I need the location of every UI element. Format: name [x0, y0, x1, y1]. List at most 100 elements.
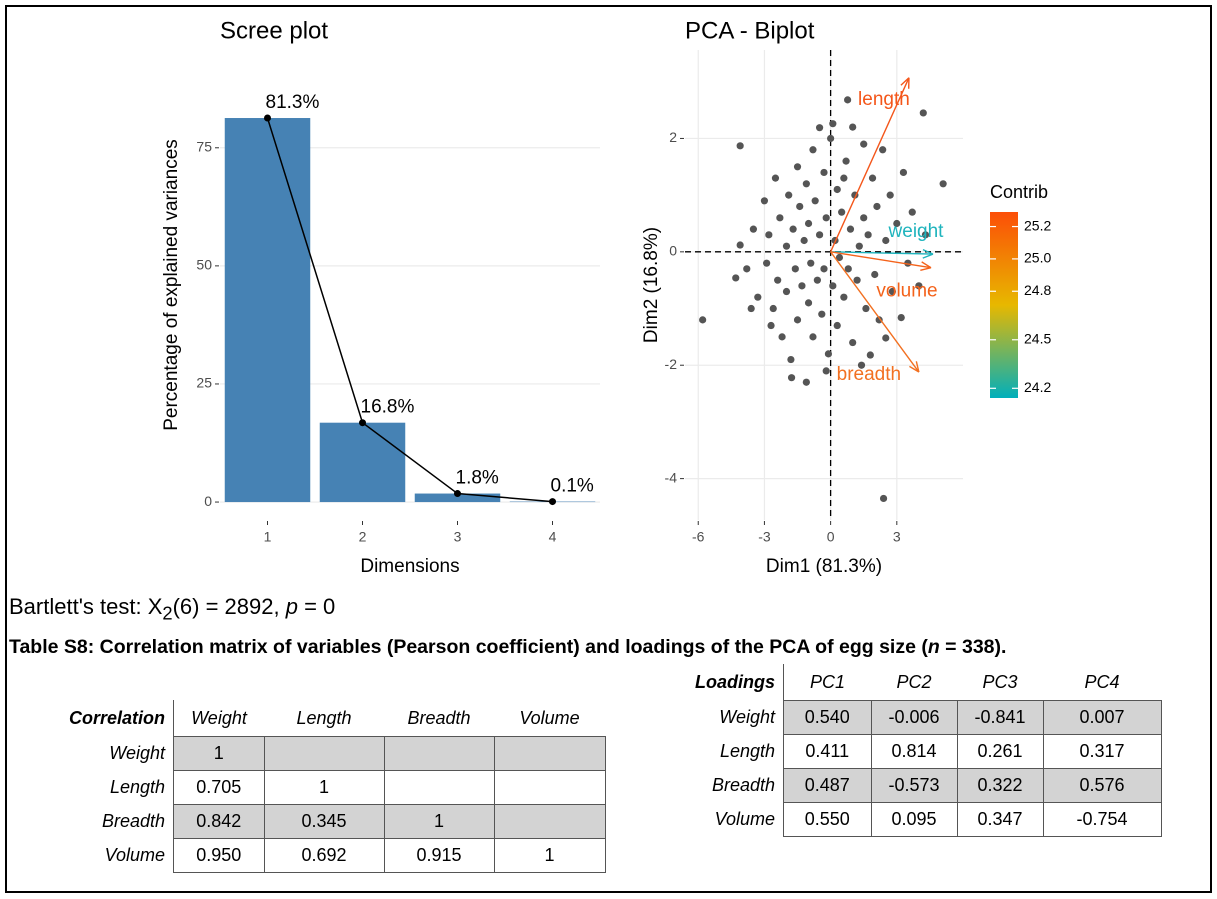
- table-row: Length 0.705 1: [30, 770, 606, 805]
- point: [809, 146, 817, 154]
- table-cell: 0.322: [956, 768, 1044, 803]
- table-cell: 1: [263, 770, 385, 805]
- point: [829, 120, 837, 128]
- table-cell: 1: [173, 736, 265, 771]
- arrow-head: [920, 267, 932, 272]
- column-header: PC2: [896, 671, 932, 692]
- table-cell: 0.550: [783, 802, 872, 837]
- value-label: 16.8%: [361, 397, 415, 418]
- table-cell: 0.345: [263, 804, 385, 839]
- point: [789, 225, 797, 233]
- row-label: Volume: [714, 809, 775, 829]
- y-tick-label: -2: [665, 356, 678, 372]
- point: [796, 202, 804, 211]
- table-cell: 0.317: [1042, 734, 1162, 769]
- point: [793, 316, 802, 324]
- point: [853, 276, 861, 284]
- text: = 0: [297, 594, 336, 619]
- table-row: Breadth 0.487 -0.573 0.322 0.576: [638, 768, 1162, 803]
- x-tick-label: -6: [692, 529, 705, 545]
- column-header: PC3: [982, 671, 1018, 692]
- point: [879, 494, 888, 503]
- point: [886, 191, 894, 199]
- point: [815, 231, 824, 239]
- point: [849, 338, 857, 347]
- point: [754, 293, 762, 301]
- point: [807, 259, 815, 267]
- legend-tick-label: 24.2: [1024, 379, 1051, 395]
- column-header: Weight: [191, 707, 247, 728]
- point: [699, 316, 707, 324]
- table-cell: 0.347: [956, 802, 1044, 837]
- y-tick-label: 25: [196, 375, 212, 391]
- y-axis-title: Dim2 (16.8%): [641, 227, 662, 343]
- column-header: Volume: [519, 707, 580, 728]
- point: [939, 180, 947, 188]
- point: [776, 214, 784, 222]
- variable-label: length: [858, 89, 910, 110]
- point: [822, 367, 830, 375]
- header-row: Correlation Weight Length Breadth Volume: [30, 700, 605, 737]
- table-cell: -0.573: [870, 768, 958, 803]
- scree-line: [266, 117, 553, 503]
- row-label: Breadth: [711, 775, 775, 795]
- column-header: Length: [296, 707, 352, 728]
- y-axis-title: Percentage of explained variances: [161, 139, 182, 431]
- y-tick-label: 2: [669, 129, 677, 145]
- point: [833, 321, 841, 330]
- loading-arrow: [829, 77, 910, 253]
- point: [787, 374, 796, 382]
- table-cell: [493, 736, 606, 771]
- point: [791, 265, 799, 273]
- table-cell: [493, 804, 606, 839]
- y-tick-label: 75: [196, 138, 212, 154]
- corner-header: Correlation: [30, 700, 174, 737]
- point: [827, 134, 835, 143]
- scree-point: [549, 498, 556, 506]
- point: [897, 313, 905, 322]
- table-cell: [383, 770, 495, 805]
- text: = 338).: [939, 636, 1007, 658]
- column-header: Breadth: [407, 707, 471, 728]
- point: [778, 333, 786, 341]
- scree-point: [264, 114, 271, 122]
- table-cell: [263, 736, 385, 771]
- point: [785, 191, 793, 199]
- point: [760, 197, 769, 205]
- point: [882, 236, 890, 245]
- point: [787, 355, 795, 364]
- text: Bartlett's test: X: [9, 594, 163, 619]
- x-tick-label: 0: [827, 529, 835, 545]
- loading-arrow: [830, 251, 920, 373]
- point: [804, 219, 813, 228]
- figure: 0 25 50 75 Scree plot Dimensions Percentage of…: [161, 17, 1051, 577]
- point: [771, 174, 780, 182]
- point: [815, 124, 824, 132]
- point: [736, 241, 744, 249]
- x-tick-label: 4: [549, 529, 557, 545]
- table-cell: 0.842: [173, 804, 265, 839]
- legend-tick-label: 24.5: [1024, 330, 1051, 346]
- table-cell: 0.095: [870, 802, 958, 837]
- column-header: PC1: [809, 671, 845, 692]
- point: [798, 282, 806, 290]
- variable-label: weight: [888, 221, 945, 242]
- frame: [5, 5, 1212, 893]
- point: [888, 287, 896, 296]
- y-tick-label: 0: [669, 243, 677, 259]
- point: [833, 185, 841, 194]
- point: [818, 310, 826, 318]
- table-cell: 0.540: [783, 700, 872, 735]
- point: [747, 304, 755, 313]
- table-cell: 0.814: [870, 734, 958, 769]
- x-axis-title: Dimensions: [360, 556, 459, 577]
- legend-tick-label: 24.8: [1024, 282, 1051, 298]
- loadings-table: Loadings PC1 PC2 PC3 PC4 Weight 0.540 -0.006 -0.…: [638, 664, 1162, 837]
- loading-arrow: [830, 251, 934, 255]
- point: [908, 208, 916, 216]
- table-row: Volume 0.950 0.692 0.915 1: [30, 838, 606, 873]
- x-axis-title: Dim1 (81.3%): [766, 556, 882, 577]
- legend-tick-label: 25.0: [1024, 250, 1051, 266]
- row-label: Length: [109, 777, 165, 797]
